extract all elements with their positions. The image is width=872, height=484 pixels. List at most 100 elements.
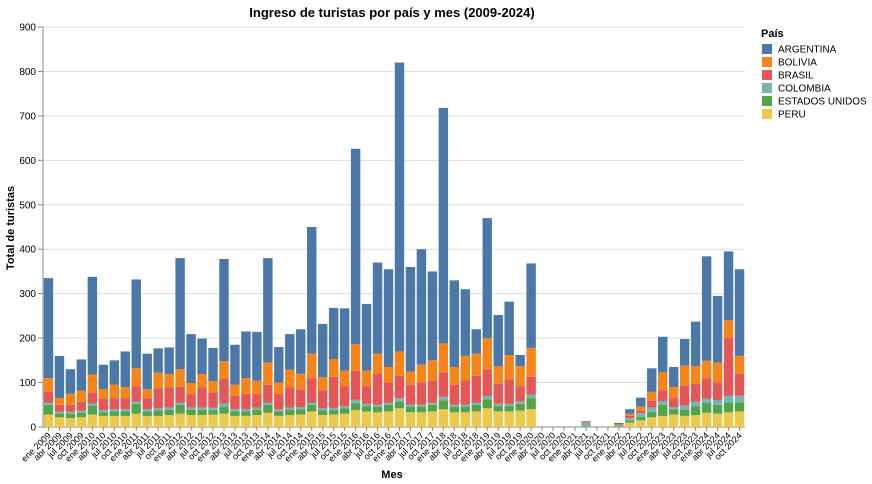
bar-segment-colombia [54,411,65,414]
bar-segment-peru [109,415,120,427]
bar-segment-argentina [701,256,712,361]
bar-segment-estados-unidos [668,409,679,415]
bar-segment-peru [625,422,635,427]
legend-label: ARGENTINA [778,45,837,56]
bar-segment-colombia [712,400,723,405]
bar-segment-peru [274,415,284,427]
bar-segment-brasil [317,390,328,409]
bar-segment-bolivia [460,355,471,381]
bar-segment-brasil [109,398,120,410]
bar-segment-peru [460,412,471,427]
bar-segment-estados-unidos [723,402,734,413]
bar-segment-estados-unidos [142,411,152,416]
bar-segment-argentina [296,329,306,374]
bar-segment-colombia [76,410,87,413]
bar-segment-colombia [241,409,251,412]
bar-segment-peru [153,415,163,427]
bar-segment-peru [65,418,76,427]
bar-segment-brasil [438,372,449,397]
bar-segment-estados-unidos [394,401,405,409]
bar-segment-peru [504,411,514,427]
legend-swatch [762,83,772,93]
bar-segment-bolivia [350,344,361,371]
bar-segment-colombia [427,402,438,405]
bar-segment-brasil [197,387,207,408]
bar-segment-colombia [219,403,229,407]
bar-segment-colombia [383,402,394,405]
bar-segment-estados-unidos [197,409,207,415]
bar-segment-brasil [43,391,54,403]
bar-segment-brasil [690,383,701,402]
bar-segment-bolivia [526,347,536,377]
bar-segment-argentina [208,347,218,382]
bar-segment-brasil [120,398,130,410]
bar-segment-colombia [263,402,273,405]
bar-segment-argentina [263,258,273,363]
bar-segment-argentina [142,353,152,390]
bar-segment-peru [449,412,460,427]
bar-segment-colombia [416,404,427,407]
bar-segment-bolivia [668,387,679,399]
y-tick-label: 900 [19,23,36,34]
bar-segment-estados-unidos [186,409,196,415]
bar-segment-brasil [142,398,152,410]
bar-segment-brasil [76,401,87,411]
bar-segment-argentina [339,308,350,371]
bar-segment-argentina [427,271,438,361]
bar-segment-peru [87,414,98,427]
bar-segment-estados-unidos [307,404,317,412]
bar-segment-colombia [734,395,745,403]
legend-swatch [762,96,772,106]
bar-segment-brasil [734,373,745,396]
bar-segment-estados-unidos [328,410,339,415]
bar-segment-peru [186,415,196,427]
bar-segment-colombia [372,404,383,407]
y-tick-label: 200 [19,334,36,345]
bar-segment-brasil [54,404,65,412]
bar-segment-colombia [350,399,361,404]
bar-segment-colombia [679,405,690,410]
bar-segment-estados-unidos [372,407,383,413]
bar-segment-colombia [328,407,339,411]
bar-segment-estados-unidos [274,411,284,416]
bar-segment-bolivia [98,389,109,399]
bar-segment-peru [668,414,679,427]
bar-segment-bolivia [285,369,295,388]
bar-segment-bolivia [690,366,701,384]
bar-segment-estados-unidos [98,412,109,416]
bar-segment-peru [647,417,657,427]
bar-segment-estados-unidos [504,406,514,412]
bar-segment-colombia [142,409,152,412]
bar-segment-argentina [317,323,328,378]
bar-segment-brasil [449,384,460,405]
bar-segment-brasil [625,415,635,419]
bar-segment-colombia [471,402,481,405]
bar-segment-bolivia [307,353,317,379]
bar-segment-brasil [263,384,273,403]
bar-segment-brasil [296,389,306,407]
bar-segment-bolivia [142,389,152,399]
bar-segment-colombia [197,407,207,410]
bar-segment-bolivia [339,370,350,387]
bar-segment-argentina [679,339,690,366]
bar-segment-brasil [131,386,141,402]
bar-segment-colombia [668,407,679,410]
bar-segment-brasil [482,369,492,396]
bar-segment-colombia [317,408,328,411]
bar-segment-estados-unidos [679,409,690,416]
bar-segment-estados-unidos [76,412,87,418]
bar-segment-argentina [197,338,207,375]
legend-label: ESTADOS UNIDOS [778,97,867,108]
bar-segment-estados-unidos [43,404,54,415]
bar-segment-peru [307,411,317,427]
bar-segment-bolivia [274,382,284,394]
bar-segment-bolivia [109,384,120,399]
bar-segment-bolivia [625,413,635,416]
bar-segment-bolivia [658,372,668,391]
bar-segment-peru [723,412,734,427]
bar-segment-peru [416,412,427,427]
bar-segment-argentina [186,334,196,383]
bar-segment-bolivia [471,353,481,376]
bar-segment-brasil [350,371,361,400]
bar-segment-peru [734,411,745,427]
